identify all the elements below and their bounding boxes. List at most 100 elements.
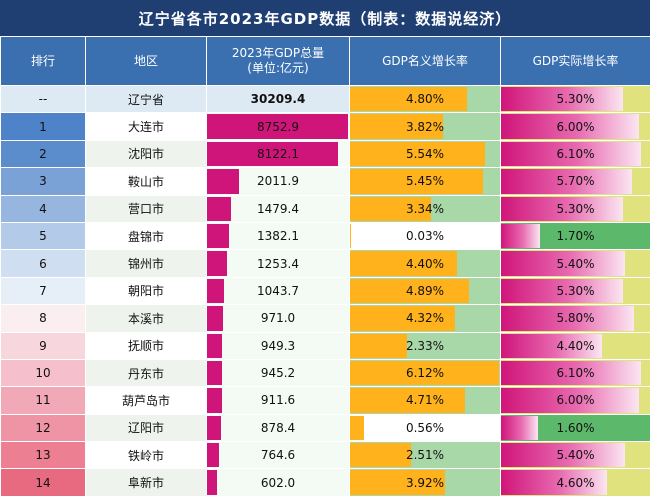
nominal-growth-cell: 3.92% bbox=[349, 468, 501, 497]
gdp-cell: 1253.4 bbox=[206, 249, 350, 278]
nominal-growth-bar bbox=[350, 470, 446, 495]
gdp-bar bbox=[207, 196, 231, 221]
nominal-growth-value: 5.54% bbox=[405, 146, 445, 161]
gdp-value: 949.3 bbox=[260, 338, 296, 353]
nominal-growth-value: 4.40% bbox=[405, 256, 445, 271]
nominal-growth-value: 3.82% bbox=[405, 119, 445, 134]
real-growth-value: 5.30% bbox=[556, 92, 595, 107]
nominal-growth-cell: 2.51% bbox=[349, 441, 501, 470]
nominal-growth-cell: 3.34% bbox=[349, 194, 501, 223]
nominal-growth-bar bbox=[350, 415, 364, 441]
nominal-growth-bar bbox=[350, 360, 499, 386]
rank-cell: 13 bbox=[0, 441, 86, 470]
gdp-bar bbox=[207, 470, 217, 495]
nominal-growth-bar bbox=[350, 114, 443, 139]
real-growth-bar bbox=[501, 223, 541, 249]
real-growth-cell: 6.00% bbox=[500, 386, 650, 415]
table-row: 8 本溪市 971.0 4.32% 5.80% bbox=[0, 304, 650, 333]
real-growth-bar bbox=[501, 470, 607, 495]
region-cell: 葫芦岛市 bbox=[85, 386, 207, 415]
nominal-growth-bar bbox=[350, 251, 458, 276]
real-growth-bar bbox=[501, 251, 625, 276]
nominal-growth-cell: 4.32% bbox=[349, 304, 501, 333]
gdp-cell: 764.6 bbox=[206, 441, 350, 470]
real-growth-bar bbox=[501, 333, 602, 358]
region-cell: 大连市 bbox=[85, 112, 207, 141]
table-row: 9 抚顺市 949.3 2.33% 4.40% bbox=[0, 331, 650, 360]
real-growth-bar bbox=[501, 169, 632, 194]
gdp-value: 764.6 bbox=[260, 448, 296, 463]
real-growth-cell: 5.30% bbox=[500, 84, 650, 114]
table-row: 5 盘锦市 1382.1 0.03% 1.70% bbox=[0, 221, 650, 251]
region-cell: 辽阳市 bbox=[85, 413, 207, 443]
real-growth-value: 5.30% bbox=[556, 283, 595, 298]
region-cell: 鞍山市 bbox=[85, 167, 207, 196]
nominal-growth-bar bbox=[350, 223, 351, 249]
real-growth-cell: 1.70% bbox=[500, 221, 650, 251]
real-growth-bar bbox=[501, 415, 538, 441]
real-growth-cell: 5.70% bbox=[500, 167, 650, 196]
gdp-bar bbox=[207, 333, 223, 358]
table-row: 2 沈阳市 8122.1 5.54% 6.10% bbox=[0, 139, 650, 169]
nominal-growth-bar bbox=[350, 388, 465, 413]
rank-cell: 1 bbox=[0, 112, 86, 141]
real-growth-bar bbox=[501, 443, 625, 468]
region-cell: 丹东市 bbox=[85, 358, 207, 388]
nominal-growth-cell: 0.56% bbox=[349, 413, 501, 443]
region-cell: 营口市 bbox=[85, 194, 207, 223]
nominal-growth-bar bbox=[350, 443, 412, 468]
rank-cell: 2 bbox=[0, 139, 86, 169]
nominal-growth-bar bbox=[350, 306, 456, 331]
table-body: -- 辽宁省 30209.4 4.80% 5.30% 1 大连市 8752.9 3.82% 6.0… bbox=[0, 84, 650, 497]
gdp-value: 602.0 bbox=[260, 475, 296, 490]
gdp-bar bbox=[207, 415, 222, 441]
rank-cell: 12 bbox=[0, 413, 86, 443]
real-growth-value: 5.80% bbox=[556, 311, 595, 326]
gdp-value: 1382.1 bbox=[257, 229, 299, 244]
nominal-growth-cell: 2.33% bbox=[349, 331, 501, 360]
rank-cell: 11 bbox=[0, 386, 86, 415]
real-growth-value: 5.70% bbox=[556, 174, 595, 189]
nominal-growth-value: 4.32% bbox=[405, 311, 445, 326]
nominal-growth-value: 4.80% bbox=[405, 92, 445, 107]
rank-cell: 8 bbox=[0, 304, 86, 333]
real-growth-cell: 5.40% bbox=[500, 249, 650, 278]
nominal-growth-value: 3.34% bbox=[405, 201, 445, 216]
nominal-growth-bar bbox=[350, 278, 470, 304]
gdp-value: 1043.7 bbox=[257, 283, 299, 298]
nominal-growth-value: 3.92% bbox=[405, 475, 445, 490]
gdp-value: 945.2 bbox=[260, 366, 296, 381]
rank-cell: 7 bbox=[0, 276, 86, 306]
table-row: 13 铁岭市 764.6 2.51% 5.40% bbox=[0, 441, 650, 470]
region-cell: 朝阳市 bbox=[85, 276, 207, 306]
real-growth-cell: 6.10% bbox=[500, 139, 650, 169]
table-row: 3 鞍山市 2011.9 5.45% 5.70% bbox=[0, 167, 650, 196]
table-row: 11 葫芦岛市 911.6 4.71% 6.00% bbox=[0, 386, 650, 415]
gdp-cell: 8122.1 bbox=[206, 139, 350, 169]
gdp-table: 排行 地区 2023年GDP总量 (单位:亿元) GDP名义增长率 GDP实际增… bbox=[0, 36, 650, 497]
real-growth-cell: 1.60% bbox=[500, 413, 650, 443]
real-growth-value: 5.40% bbox=[556, 448, 595, 463]
gdp-value: 8752.9 bbox=[257, 119, 299, 134]
gdp-value: 911.6 bbox=[260, 393, 296, 408]
region-cell: 辽宁省 bbox=[85, 84, 207, 114]
real-growth-cell: 5.30% bbox=[500, 276, 650, 306]
gdp-cell: 602.0 bbox=[206, 468, 350, 497]
nominal-growth-value: 4.89% bbox=[405, 283, 445, 298]
rank-cell: 9 bbox=[0, 331, 86, 360]
table-row: 10 丹东市 945.2 6.12% 6.10% bbox=[0, 358, 650, 388]
real-growth-cell: 4.40% bbox=[500, 331, 650, 360]
gdp-value: 971.0 bbox=[260, 311, 296, 326]
table-row: -- 辽宁省 30209.4 4.80% 5.30% bbox=[0, 84, 650, 114]
rank-cell: 10 bbox=[0, 358, 86, 388]
rank-cell: 3 bbox=[0, 167, 86, 196]
gdp-cell: 949.3 bbox=[206, 331, 350, 360]
table-row: 14 阜新市 602.0 3.92% 4.60% bbox=[0, 468, 650, 497]
real-growth-cell: 5.80% bbox=[500, 304, 650, 333]
gdp-value: 1479.4 bbox=[257, 201, 299, 216]
nominal-growth-value: 6.12% bbox=[405, 366, 445, 381]
nominal-growth-cell: 4.71% bbox=[349, 386, 501, 415]
region-cell: 阜新市 bbox=[85, 468, 207, 497]
region-cell: 本溪市 bbox=[85, 304, 207, 333]
gdp-bar bbox=[207, 223, 230, 249]
